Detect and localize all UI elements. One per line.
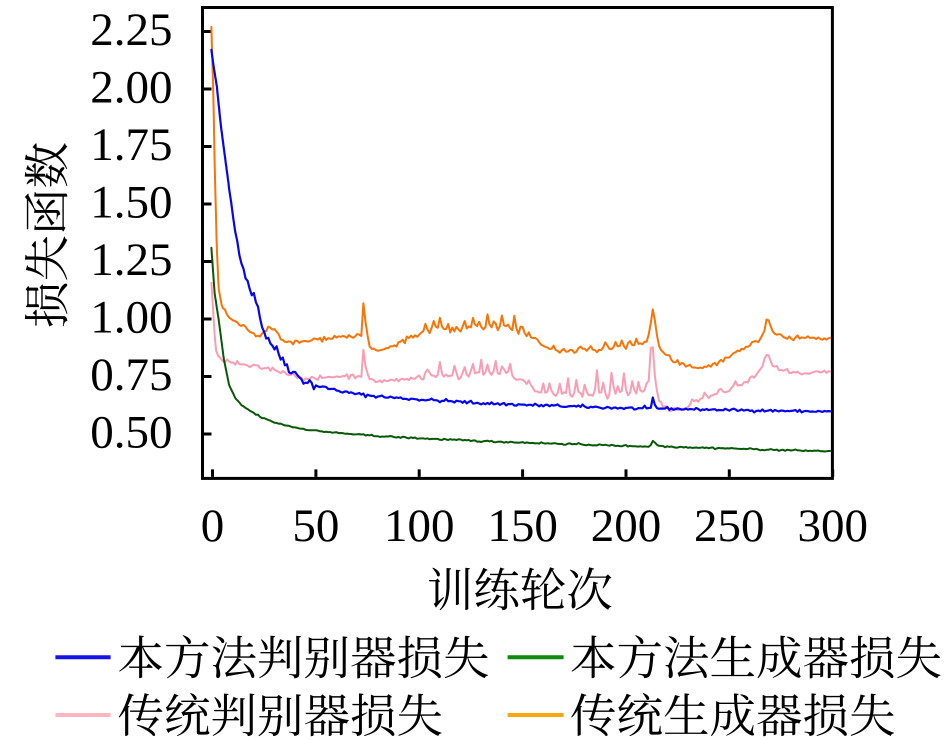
svg-text:300: 300 bbox=[797, 500, 868, 552]
svg-text:1.75: 1.75 bbox=[90, 119, 172, 171]
svg-text:200: 200 bbox=[591, 500, 662, 552]
svg-text:2.00: 2.00 bbox=[90, 62, 172, 114]
svg-text:0: 0 bbox=[201, 500, 225, 552]
svg-text:1.50: 1.50 bbox=[90, 177, 172, 229]
svg-text:100: 100 bbox=[384, 500, 455, 552]
svg-text:2.25: 2.25 bbox=[90, 4, 172, 56]
svg-text:1.00: 1.00 bbox=[90, 292, 172, 344]
svg-text:50: 50 bbox=[292, 500, 339, 552]
svg-text:1.25: 1.25 bbox=[90, 234, 172, 286]
svg-text:150: 150 bbox=[487, 500, 558, 552]
svg-text:0.75: 0.75 bbox=[90, 349, 172, 401]
svg-text:250: 250 bbox=[694, 500, 765, 552]
svg-text:0.50: 0.50 bbox=[90, 407, 172, 459]
